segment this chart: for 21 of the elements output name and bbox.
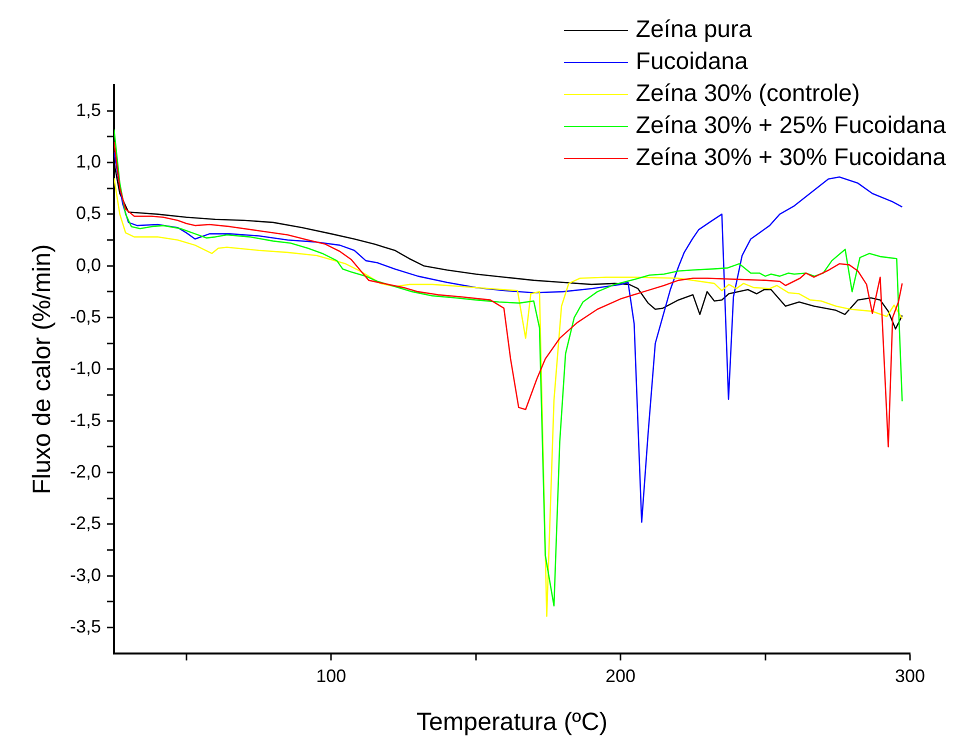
y-axis-title: Fluxo de calor (%/min) [28, 244, 56, 494]
legend-label: Zeína 30% + 30% Fucoidana [636, 144, 946, 172]
x-tick-label: 200 [606, 666, 636, 686]
y-tick-label: -1,0 [70, 358, 102, 378]
y-tick-label: 0,5 [76, 203, 102, 224]
y-tick-label: -3,5 [70, 616, 102, 637]
legend-label: Zeína 30% + 25% Fucoidana [636, 112, 946, 140]
x-tick-label: 300 [894, 666, 926, 686]
y-tick-label: -0,5 [70, 306, 102, 326]
legend-label: Fucoidana [636, 48, 748, 76]
x-axis-title: Temperatura (ºC) [416, 708, 608, 736]
x-tick-label: 100 [316, 666, 346, 686]
y-tick-label: 1,5 [76, 100, 102, 120]
y-tick-label: 0,0 [76, 254, 102, 275]
y-tick-label: -1,5 [70, 410, 102, 430]
y-tick-label: -2,0 [70, 462, 102, 482]
y-tick-label: -2,5 [70, 513, 102, 534]
y-tick-label: 1,0 [76, 151, 102, 172]
legend-label: Zeína 30% (controle) [636, 80, 860, 108]
legend-label: Zeína pura [636, 16, 752, 44]
y-tick-label: -3,0 [70, 564, 102, 585]
